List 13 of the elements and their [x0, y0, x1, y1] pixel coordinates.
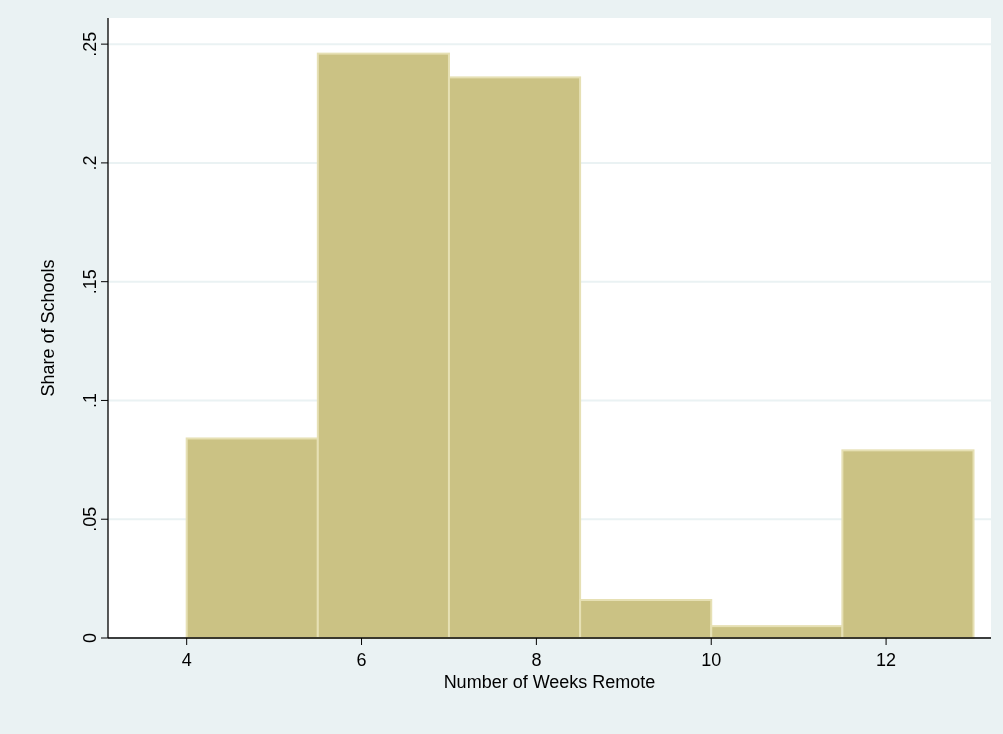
y-tick-label: .15 — [80, 269, 100, 295]
x-tick-label: 4 — [181, 650, 192, 670]
x-axis-title: Number of Weeks Remote — [443, 672, 656, 692]
x-tick-label: 12 — [876, 650, 897, 670]
y-tick-label: .2 — [80, 155, 100, 171]
y-tick-label: .25 — [80, 31, 100, 57]
y-tick-label: .1 — [80, 392, 100, 408]
y-tick-label: .05 — [80, 506, 100, 532]
y-tick-label: 0 — [80, 632, 100, 644]
x-tick-label: 6 — [356, 650, 367, 670]
x-tick-label: 10 — [701, 650, 722, 670]
y-axis-title: Share of Schools — [38, 259, 58, 397]
x-tick-label: 8 — [531, 650, 542, 670]
